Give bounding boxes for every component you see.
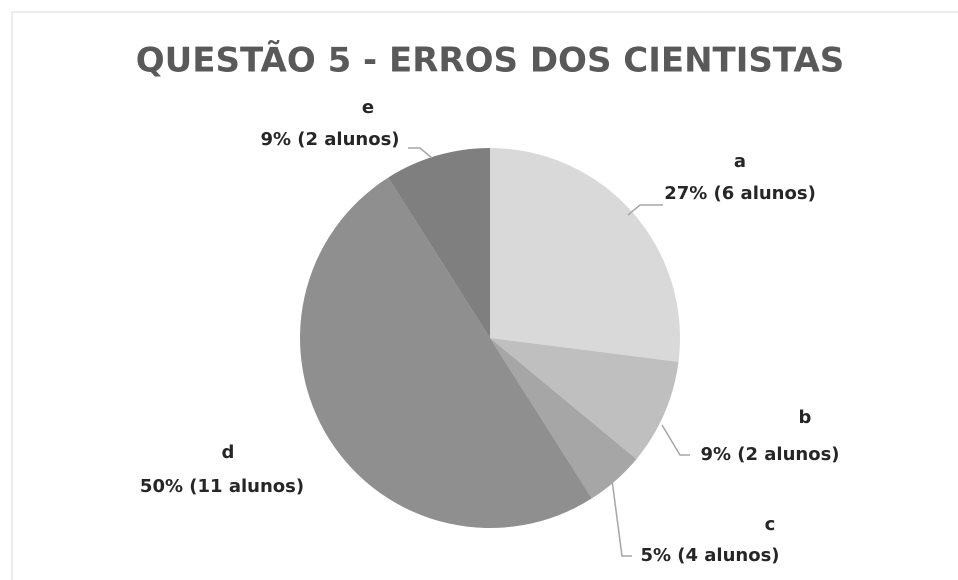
category-label: b [799, 407, 812, 428]
category-label: e [362, 97, 374, 118]
leader-line [408, 147, 433, 159]
leader-line [627, 204, 663, 216]
pie-slice [490, 338, 637, 499]
pie-slice [490, 338, 679, 460]
pie-slice [300, 177, 592, 528]
category-label: a [734, 151, 746, 172]
pie-slice [388, 148, 490, 338]
data-label: 9% (2 alunos) [260, 129, 399, 150]
category-label: d [222, 442, 235, 463]
leader-line [611, 479, 632, 557]
pie-slice [490, 148, 680, 362]
data-label: 27% (6 alunos) [664, 183, 816, 204]
chart-title: QUESTÃO 5 - ERROS DOS CIENTISTAS [136, 40, 845, 81]
data-label: 9% (2 alunos) [700, 444, 839, 465]
leader-line [661, 424, 690, 456]
data-label: 50% (11 alunos) [140, 476, 304, 497]
data-label: 5% (4 alunos) [640, 545, 779, 566]
category-label: c [765, 514, 776, 535]
